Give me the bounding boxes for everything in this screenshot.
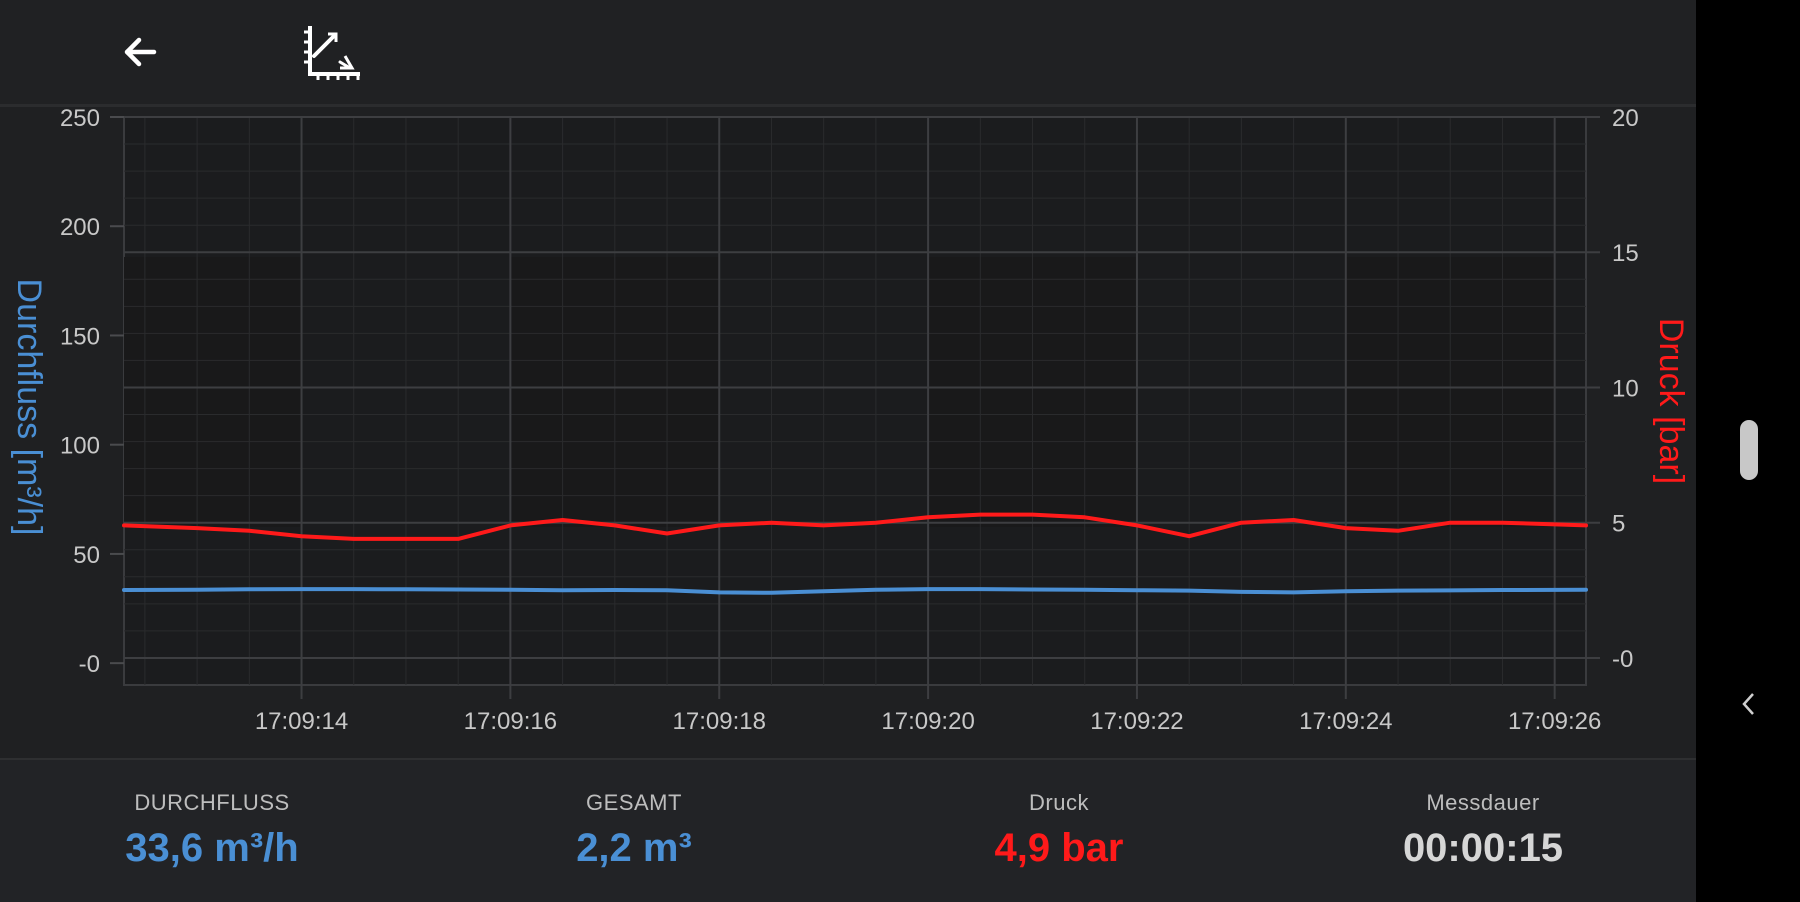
x-tick-label: 17:09:16 (464, 708, 557, 735)
stats-bar: DURCHFLUSS 33,6 m³/h GESAMT 2,2 m³ Druck… (0, 758, 1696, 902)
right-tick-label: 10 (1612, 375, 1639, 402)
stat-label: Druck (1029, 790, 1089, 815)
stat-value: 4,9 bar (994, 826, 1124, 870)
app-window: 250 200 150 100 50 -0 20 15 10 5 -0 17:09:14 17:09:1… (0, 0, 1696, 902)
stat-durchfluss: DURCHFLUSS 33,6 m³/h (62, 790, 362, 871)
x-tick-label: 17:09:18 (673, 708, 766, 735)
stat-value: 33,6 m³/h (125, 826, 299, 870)
toolbar (0, 0, 1696, 107)
stat-label: GESAMT (586, 790, 682, 815)
series-line-durchfluss (122, 587, 1588, 595)
left-tick-label: 150 (60, 323, 100, 350)
chart-area[interactable]: 250 200 150 100 50 -0 20 15 10 5 -0 17:09:14 17:09:1… (0, 107, 1696, 757)
left-tick-label: 250 (60, 107, 100, 132)
x-tick-label: 17:09:26 (1508, 708, 1601, 735)
nav-back-button[interactable] (1736, 686, 1760, 722)
back-button[interactable] (108, 20, 172, 84)
chevron-left-icon (1742, 693, 1754, 715)
arrow-left-icon (124, 37, 157, 67)
left-tick-label: 100 (60, 433, 100, 460)
stat-label: DURCHFLUSS (134, 790, 290, 815)
series-line-druck (122, 512, 1588, 541)
stat-label: Messdauer (1426, 790, 1540, 815)
right-axis-title: Druck [bar] (1652, 318, 1690, 484)
line-chart[interactable]: 250 200 150 100 50 -0 20 15 10 5 -0 17:09:14 17:09:1… (0, 107, 1696, 757)
stat-messdauer: Messdauer 00:00:15 (1333, 790, 1633, 871)
x-tick-label: 17:09:20 (881, 708, 974, 735)
left-tick-label: 200 (60, 214, 100, 241)
left-axis-title: Durchfluss [m³/h] (10, 279, 48, 536)
plot-band (124, 257, 302, 527)
left-tick-label: 50 (73, 542, 100, 569)
x-tick-label: 17:09:14 (255, 708, 348, 735)
stat-value: 00:00:15 (1402, 826, 1564, 870)
scroll-handle-icon[interactable] (1740, 420, 1758, 480)
stat-druck: Druck 4,9 bar (909, 790, 1209, 871)
x-tick-label: 17:09:22 (1090, 708, 1183, 735)
chart-axes-button[interactable] (300, 20, 364, 84)
stat-value: 2,2 m³ (576, 826, 692, 870)
right-tick-label: 5 (1612, 511, 1625, 538)
stat-gesamt: GESAMT 2,2 m³ (484, 790, 784, 871)
right-tick-label: -0 (1612, 646, 1633, 673)
right-tick-label: 20 (1612, 107, 1639, 132)
left-tick-label: -0 (79, 651, 100, 678)
x-tick-label: 17:09:24 (1299, 708, 1392, 735)
right-tick-label: 15 (1612, 240, 1639, 267)
chart-axes-icon (304, 26, 360, 80)
